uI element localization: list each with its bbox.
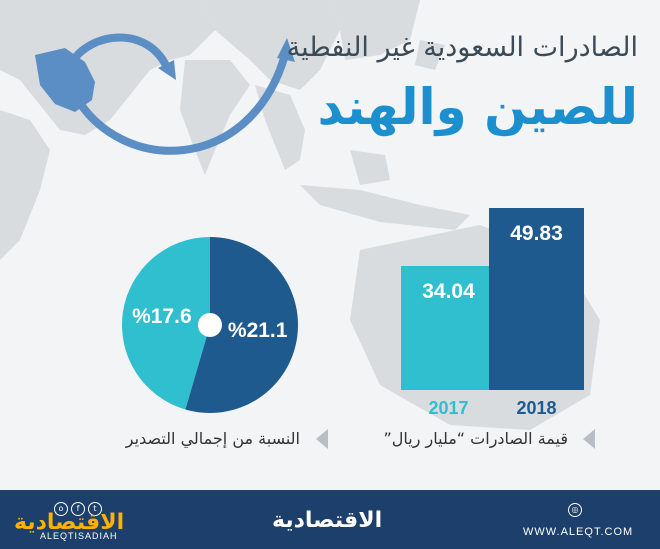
chevron-left-icon: [583, 429, 595, 449]
arrow-to-china-head: [158, 60, 176, 80]
bar-2017: 34.04: [401, 266, 496, 390]
footer-brand-center: الاقتصادية: [272, 508, 383, 533]
instagram-icon[interactable]: o: [54, 502, 68, 516]
chevron-left-icon: [316, 429, 328, 449]
footer-website[interactable]: WWW.ALEQT.COM: [523, 526, 634, 538]
bar-caption: قيمة الصادرات “مليار ريال”: [383, 429, 568, 448]
map-land-japan: [415, 40, 445, 70]
x-tick-label: 2017: [428, 398, 469, 418]
map-land-indonesia: [300, 185, 470, 230]
pie-slice-label: %21.1: [227, 318, 288, 342]
twitter-icon[interactable]: t: [88, 502, 102, 516]
pie-center-hole: [198, 313, 222, 337]
map-land-africa: [0, 110, 50, 260]
bar-value-label: 34.04: [422, 280, 475, 303]
pie-chart: [122, 237, 298, 413]
map-land-china: [200, 0, 340, 90]
map-land-southeast-asia: [255, 85, 305, 170]
bar-2018: 49.83: [489, 208, 584, 390]
pie-slice-label: %17.6: [132, 305, 192, 329]
globe-icon[interactable]: ◎: [568, 503, 582, 517]
subtitle: الصادرات السعودية غير النفطية: [286, 32, 638, 63]
page-title: للصين والهند: [317, 78, 639, 136]
footer-brand-left: الاقتصادية: [14, 510, 125, 535]
footer: [0, 490, 660, 549]
arrow-to-india: [71, 51, 289, 155]
arrow-to-china: [66, 33, 172, 74]
bar-value-label: 49.83: [510, 222, 563, 245]
map-land-borneo: [350, 150, 390, 185]
arrow-to-india-head: [277, 38, 295, 62]
pie-slice: [185, 237, 298, 413]
facebook-icon[interactable]: f: [71, 502, 85, 516]
footer-social-handle: ALEQTISADIAH: [40, 531, 118, 541]
x-tick-label: 2018: [516, 398, 557, 418]
pie-caption: النسبة من إجمالي التصدير: [125, 429, 300, 448]
map-land-east-asia: [330, 0, 420, 60]
pie-slice: [122, 237, 210, 410]
map-land-india: [180, 60, 250, 175]
